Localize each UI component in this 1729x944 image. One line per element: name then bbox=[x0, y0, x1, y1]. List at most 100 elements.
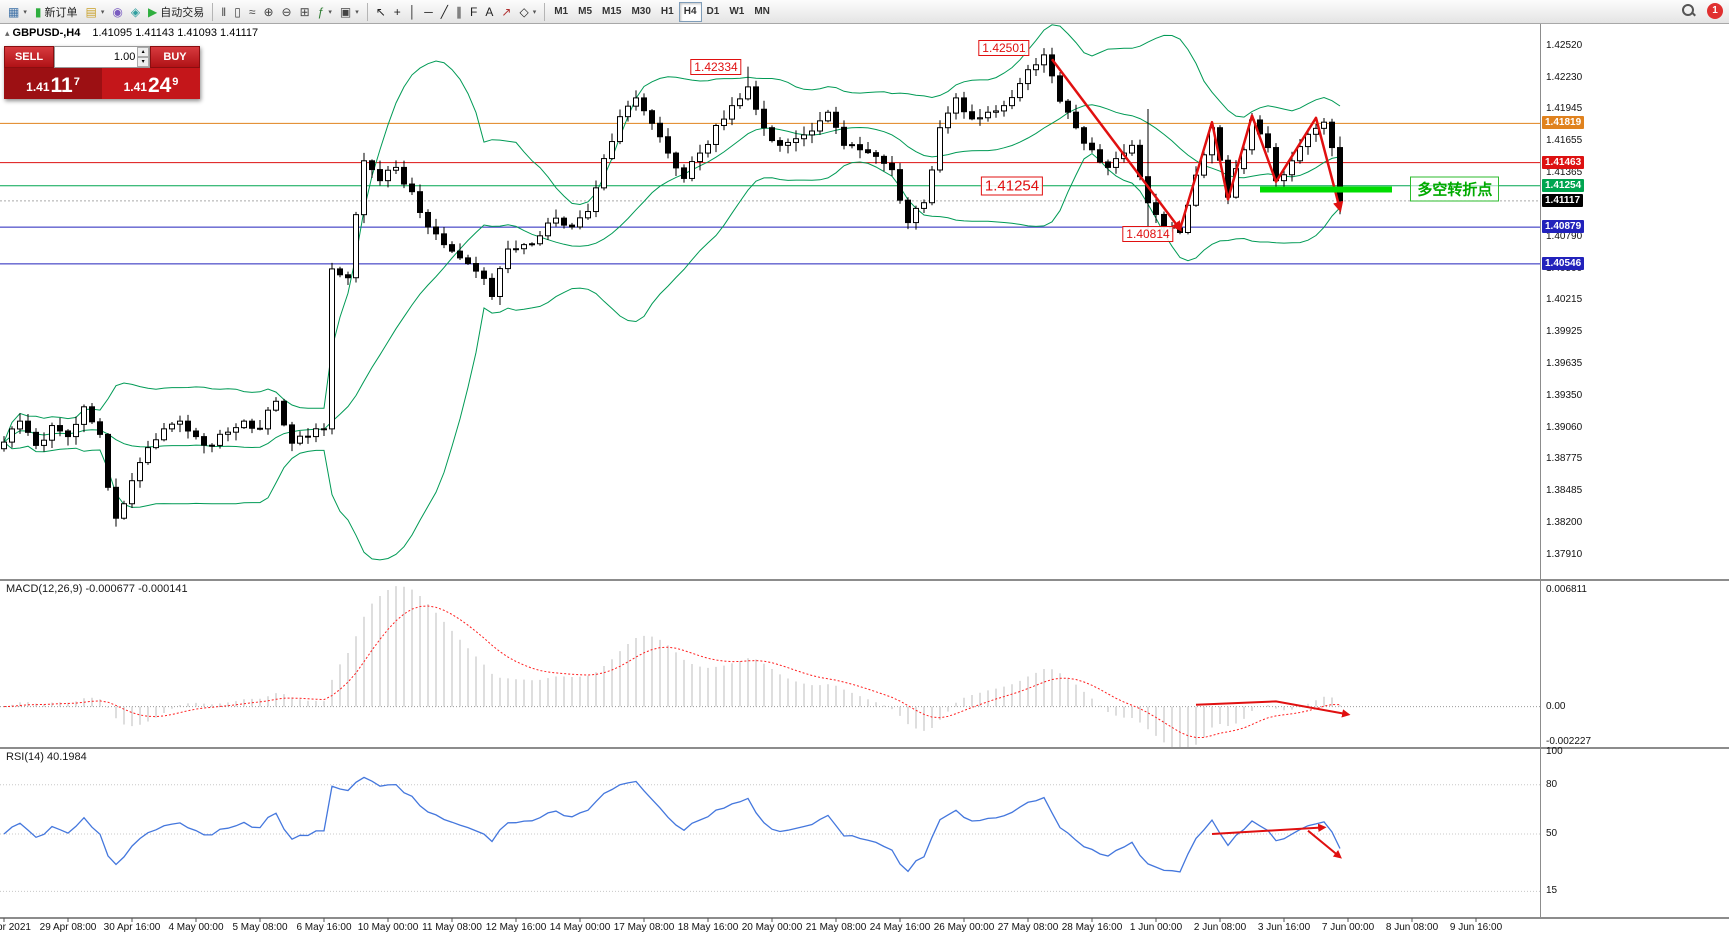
new-chart-icon[interactable]: ▦ ▾ bbox=[4, 2, 31, 22]
zoom-in-icon[interactable]: ⊕ bbox=[259, 2, 277, 22]
pane-separators bbox=[0, 24, 1729, 922]
price-axis-label: 1.39925 bbox=[1546, 326, 1583, 338]
buy-price-big-figure: 1.41 bbox=[123, 80, 147, 94]
chart-window-icon: ▴ bbox=[5, 28, 10, 38]
sell-price-pipette: 7 bbox=[73, 76, 80, 88]
callout-142334[interactable]: 1.42334 bbox=[690, 58, 742, 75]
timeframe-m1[interactable]: M1 bbox=[549, 2, 573, 22]
search-icon[interactable] bbox=[1681, 3, 1697, 19]
price-axis-label: 1.39635 bbox=[1546, 358, 1583, 370]
toolbar-separator bbox=[544, 2, 546, 21]
toolbar-right: 1 bbox=[1681, 3, 1723, 19]
fibonacci-icon[interactable]: F bbox=[466, 2, 481, 22]
buy-price[interactable]: 1.41 24 9 bbox=[102, 68, 200, 99]
sell-button[interactable]: SELL bbox=[4, 46, 54, 68]
trendline-icon[interactable]: ╱ bbox=[437, 2, 452, 22]
buy-price-pips: 24 bbox=[147, 74, 172, 97]
symbol-title: GBPUSD-,H4 bbox=[12, 27, 81, 39]
crosshair-icon[interactable]: + bbox=[390, 2, 405, 22]
date-axis-label: 30 Apr 16:00 bbox=[103, 922, 161, 933]
zoom-out-icon[interactable]: ⊖ bbox=[278, 2, 296, 22]
autotrading-button-label: 自动交易 bbox=[160, 6, 205, 19]
date-axis-label: 27 May 08:00 bbox=[997, 922, 1059, 933]
bar-chart-icon[interactable]: ‖ bbox=[217, 2, 230, 22]
text-icon[interactable]: A bbox=[481, 2, 497, 22]
profiles-icon: ▤ bbox=[85, 4, 97, 19]
timeframe-group: M1 M5 M15 M30 H1 H4 D1 W1 MN bbox=[549, 0, 775, 24]
file-group: ▦ ▾ ▮ 新订单 ▤ ▾ ◉ ◈ ▶ 自动交易 bbox=[4, 0, 208, 24]
timeframe-m30[interactable]: M30 bbox=[626, 2, 655, 22]
buy-button[interactable]: BUY bbox=[150, 46, 200, 68]
lot-spinner: ▴ ▾ bbox=[137, 47, 149, 67]
price-axis-label: 1.37910 bbox=[1546, 548, 1583, 560]
autotrading-button[interactable]: ▶ 自动交易 bbox=[144, 2, 208, 22]
notification-badge[interactable]: 1 bbox=[1707, 3, 1723, 19]
callout-141254[interactable]: 1.41254 bbox=[980, 176, 1044, 196]
chevron-down-icon: ▾ bbox=[355, 8, 359, 16]
date-axis-label: 8 Jun 08:00 bbox=[1385, 922, 1439, 933]
new-order-button[interactable]: ▮ 新订单 bbox=[31, 2, 82, 22]
tile-windows-icon[interactable]: ⊞ bbox=[296, 2, 314, 22]
macd-pane bbox=[0, 586, 1540, 747]
line-chart-icon[interactable]: ≈ bbox=[245, 2, 260, 22]
turning-point-note[interactable]: 多空转折点 bbox=[1410, 176, 1500, 202]
zoom-in-icon: ⊕ bbox=[263, 4, 274, 19]
horizontal-level-lines[interactable] bbox=[0, 122, 1540, 265]
sounds-icon[interactable]: ◈ bbox=[127, 2, 144, 22]
timeframe-m15[interactable]: M15 bbox=[597, 2, 626, 22]
horizontal-line-icon[interactable]: ─ bbox=[420, 2, 437, 22]
lot-decrease-button[interactable]: ▾ bbox=[137, 57, 149, 67]
indicators-icon[interactable]: ƒ ▾ bbox=[314, 2, 336, 22]
macd-red-arrow bbox=[1195, 700, 1351, 718]
timeframe-mn[interactable]: MN bbox=[749, 2, 775, 22]
price-axis-label: 1.39060 bbox=[1546, 421, 1583, 433]
trendline-icon: ╱ bbox=[440, 4, 449, 19]
templates-icon[interactable]: ▣ ▾ bbox=[336, 2, 363, 22]
profiles-icon[interactable]: ▤ ▾ bbox=[81, 2, 108, 22]
lot-increase-button[interactable]: ▴ bbox=[137, 47, 149, 57]
vertical-line-icon[interactable]: │ bbox=[405, 2, 421, 22]
callout-142501[interactable]: 1.42501 bbox=[978, 40, 1030, 57]
sell-price[interactable]: 1.41 11 7 bbox=[4, 68, 102, 99]
callout-140814[interactable]: 1.40814 bbox=[1122, 226, 1174, 243]
red-zigzag-arrow bbox=[1178, 114, 1344, 230]
timeframe-m5[interactable]: M5 bbox=[573, 2, 597, 22]
price-tag-1.41463: 1.41463 bbox=[1542, 155, 1585, 169]
chart-view-group: ‖ ▯ ≈ ⊕ ⊖ ⊞ ƒ ▾ ▣ ▾ bbox=[217, 0, 362, 24]
text-icon: A bbox=[485, 4, 494, 19]
timeframe-h1[interactable]: H1 bbox=[656, 2, 679, 22]
sounds-icon: ◈ bbox=[130, 4, 141, 19]
macd-axis-label: 0.006811 bbox=[1546, 584, 1587, 595]
shapes-icon[interactable]: ◇ ▾ bbox=[515, 2, 540, 22]
chart-drawings[interactable] bbox=[1051, 58, 1392, 859]
date-axis-label: 20 May 00:00 bbox=[741, 922, 803, 933]
arrow-tool-icon: ↗ bbox=[501, 4, 512, 19]
arrow-tool-icon[interactable]: ↗ bbox=[497, 2, 515, 22]
tile-windows-icon: ⊞ bbox=[299, 4, 310, 19]
chevron-down-icon: ▾ bbox=[23, 8, 27, 16]
date-axis-label: 11 May 08:00 bbox=[422, 922, 482, 933]
alerts-icon[interactable]: ◉ bbox=[108, 2, 126, 22]
price-tag-1.41819: 1.41819 bbox=[1542, 116, 1585, 130]
crosshair-icon: + bbox=[393, 4, 401, 19]
timeframe-w1[interactable]: W1 bbox=[724, 2, 749, 22]
price-axis-label: 1.40215 bbox=[1546, 294, 1583, 306]
lot-size-input[interactable] bbox=[55, 47, 138, 67]
rsi-red-arrow-2 bbox=[1307, 829, 1342, 859]
cursor-icon[interactable]: ↖ bbox=[372, 2, 390, 22]
timeframe-d1[interactable]: D1 bbox=[702, 2, 725, 22]
candlestick-chart-icon[interactable]: ▯ bbox=[230, 2, 245, 22]
date-axis-label: 28 May 16:00 bbox=[1061, 922, 1123, 933]
shapes-icon: ◇ bbox=[519, 4, 529, 19]
trade-panel-controls: SELL ▴ ▾ BUY bbox=[4, 46, 200, 68]
vertical-line-icon: │ bbox=[408, 4, 417, 19]
rsi-indicator-label: RSI(14) 40.1984 bbox=[6, 751, 87, 763]
timeframe-h4[interactable]: H4 bbox=[678, 1, 702, 22]
toolbar: 1 ▦ ▾ ▮ 新订单 ▤ ▾ ◉ ◈ ▶ 自动交易 ‖ ▯ ≈ ⊕ ⊖ ⊞ ƒ ▾ ▣ ▾ ↖ + │ ─ ╱ ∥ F A ↗ ◇ ▾ M1… bbox=[0, 0, 1729, 24]
channel-icon[interactable]: ∥ bbox=[452, 2, 466, 22]
price-axis-label: 1.39350 bbox=[1546, 389, 1583, 401]
date-axis-label: 7 Jun 00:00 bbox=[1321, 922, 1375, 933]
